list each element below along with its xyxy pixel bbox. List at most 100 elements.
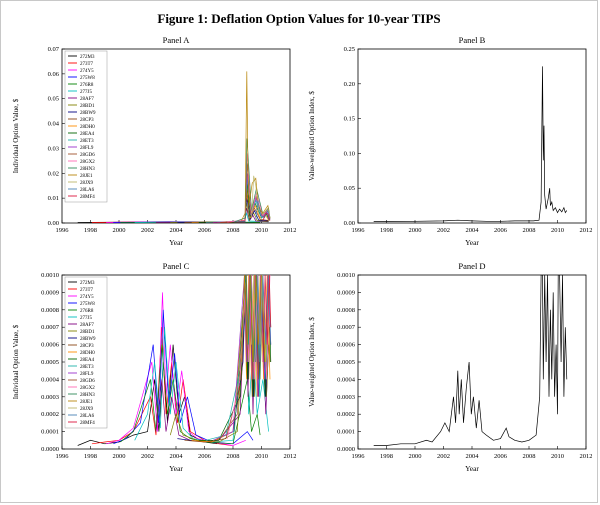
- legend-label: 276R8: [80, 309, 94, 314]
- legend-label: 28JE1: [80, 174, 93, 179]
- legend-label: 28GX2: [80, 160, 95, 165]
- x-tick-label: 2002: [141, 453, 154, 460]
- legend-label: 28AF7: [80, 97, 94, 102]
- panel-d-chart: 1996 1998 2000 2002 2004 2006 2008 2010 2012 0.00…: [308, 261, 593, 473]
- y-axis-label: Individual Option Value, $: [12, 98, 20, 173]
- y-tick-label: 0.0003: [337, 394, 355, 401]
- legend-label: 275W8: [80, 76, 95, 81]
- x-tick-label: 2000: [113, 227, 126, 234]
- y-tick-label: 0.0001: [337, 429, 355, 436]
- y-tick-label: 0.0007: [41, 324, 60, 331]
- legend-label: 28MF4: [80, 195, 95, 200]
- y-tick-label: 0.0000: [337, 446, 355, 453]
- x-tick-label: 1996: [352, 453, 366, 460]
- series-line-272M3: [77, 344, 218, 446]
- y-tick-label: 0.0006: [337, 342, 356, 349]
- y-tick-label: 0.0004: [337, 376, 356, 383]
- x-tick-label: 2008: [523, 453, 536, 460]
- legend-label: 277J5: [80, 316, 92, 321]
- legend-label: 28GD6: [80, 153, 95, 158]
- y-tick-label: 0.0005: [41, 359, 59, 366]
- y-tick-label: 0.05: [344, 185, 355, 192]
- panel-c-chart: 1996 1998 2000 2002 2004 2006 2008 2010 2012 0.00…: [12, 261, 297, 473]
- y-tick-label: 0.0007: [337, 324, 356, 331]
- x-tick-label: 2008: [523, 227, 536, 234]
- panel-b-chart: 1996 1998 2000 2002 2004 2006 2008 2010 2012 0.00…: [308, 35, 593, 247]
- y-tick-label: 0.01: [48, 195, 59, 202]
- series-line-28EA4: [198, 275, 272, 441]
- x-tick-label: 2000: [409, 453, 422, 460]
- legend-label: 276R8: [80, 83, 94, 88]
- x-tick-label: 1996: [56, 227, 70, 234]
- y-tick-label: 0.15: [344, 116, 355, 123]
- y-tick-label: 0.0006: [41, 342, 60, 349]
- series-line-276R8: [120, 344, 261, 445]
- y-tick-label: 0.03: [48, 145, 59, 152]
- x-tick-label: 1996: [352, 227, 366, 234]
- x-tick-label: 2008: [227, 453, 240, 460]
- legend-label: 28ET3: [80, 365, 94, 370]
- y-tick-label: 0.0004: [41, 376, 60, 383]
- legend-label: 28EA4: [80, 358, 95, 363]
- y-axis-label: Value-weighted Option Index, $: [308, 91, 316, 181]
- legend-label: 28JX9: [80, 407, 94, 412]
- y-tick-label: 0.0005: [337, 359, 355, 366]
- legend-label: 28FL9: [80, 146, 94, 151]
- x-tick-label: 1998: [380, 453, 393, 460]
- x-tick-label: 2006: [198, 227, 212, 234]
- legend-label: 28DH0: [80, 125, 95, 130]
- x-tick-label: 2004: [170, 227, 184, 234]
- plot-frame: [357, 48, 587, 224]
- legend-label: 28GX2: [80, 386, 95, 391]
- series-line-index: [373, 275, 568, 446]
- y-tick-label: 0.00: [48, 220, 59, 227]
- panel-c: 1996 1998 2000 2002 2004 2006 2008 2010 2012 0.00…: [8, 259, 297, 483]
- y-tick-label: 0.05: [48, 96, 59, 103]
- y-tick-label: 0.25: [344, 46, 355, 53]
- x-tick-label: 1996: [56, 453, 70, 460]
- x-tick-label: 2008: [227, 227, 240, 234]
- x-axis-label: Year: [169, 238, 183, 247]
- x-tick-label: 2006: [494, 453, 508, 460]
- legend-label: 28HN3: [80, 167, 95, 172]
- x-tick-label: 2010: [255, 453, 268, 460]
- series-line-28MF4: [262, 275, 272, 363]
- panel-title: Panel B: [459, 35, 486, 45]
- legend-label: 273T7: [80, 62, 94, 67]
- y-tick-label: 0.10: [344, 150, 355, 157]
- y-tick-label: 0.0008: [41, 307, 59, 314]
- panel-title: Panel A: [163, 35, 191, 45]
- legend-label: 28ET3: [80, 139, 94, 144]
- x-axis-label: Year: [169, 464, 183, 473]
- x-tick-label: 2010: [551, 227, 564, 234]
- legend-label: 274Y5: [80, 295, 94, 300]
- panel-a: 1996 1998 2000 2002 2004 2006 2008 2010 2012 0.00…: [8, 33, 297, 257]
- panel-a-chart: 1996 1998 2000 2002 2004 2006 2008 2010 2012 0.00…: [12, 35, 297, 247]
- x-tick-label: 2002: [437, 227, 450, 234]
- panel-d: 1996 1998 2000 2002 2004 2006 2008 2010 2012 0.00…: [304, 259, 593, 483]
- legend-box: [64, 276, 108, 429]
- x-tick-label: 2012: [580, 453, 593, 460]
- y-tick-label: 0.0010: [337, 272, 355, 279]
- x-tick-label: 2002: [437, 453, 450, 460]
- legend-label: 28CP3: [80, 118, 94, 123]
- legend-label: 28GD6: [80, 379, 95, 384]
- legend-label: 277J5: [80, 90, 92, 95]
- y-tick-label: 0.06: [48, 71, 60, 78]
- x-axis-label: Year: [465, 238, 479, 247]
- x-tick-label: 2012: [284, 453, 297, 460]
- legend-label: 28HN3: [80, 393, 95, 398]
- panels-grid: 1996 1998 2000 2002 2004 2006 2008 2010 2012 0.00…: [1, 27, 597, 483]
- panel-title: Panel C: [163, 261, 190, 271]
- legend-box: [64, 50, 108, 203]
- y-tick-label: 0.0010: [41, 272, 59, 279]
- series-line-28LA6: [255, 200, 271, 220]
- x-tick-label: 2012: [580, 227, 593, 234]
- y-axis-label: Value-weighted Option Index, $: [308, 317, 316, 407]
- legend-label: 28EA4: [80, 132, 95, 137]
- x-tick-label: 1998: [380, 227, 393, 234]
- figure-caption: Figure 1: Deflation Option Values for 10…: [157, 11, 441, 26]
- legend-label: 28JE1: [80, 400, 93, 405]
- y-tick-label: 0.0009: [41, 289, 59, 296]
